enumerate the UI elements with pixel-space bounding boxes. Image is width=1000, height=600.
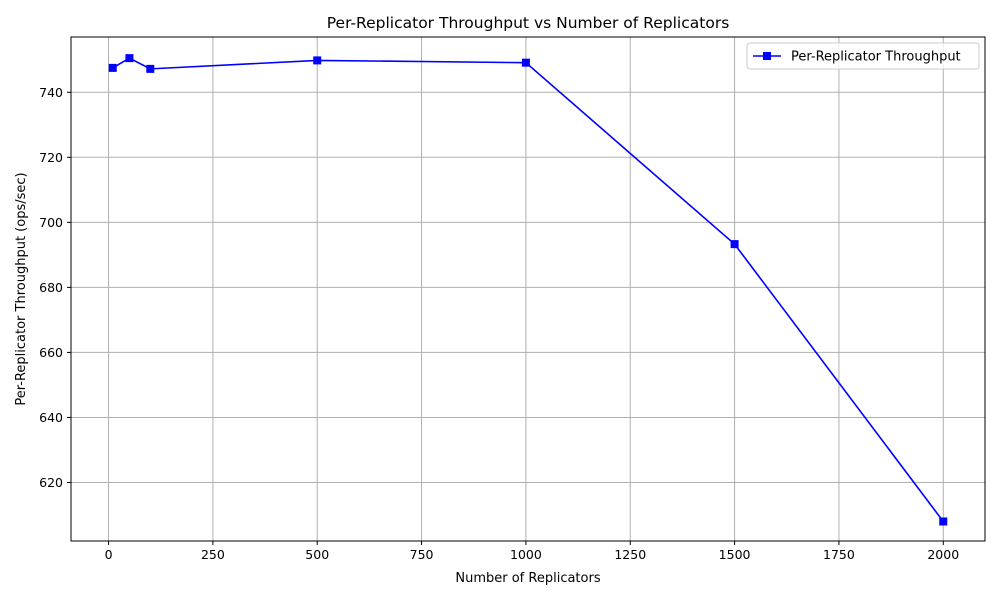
- x-tick-label: 1000: [510, 547, 542, 562]
- y-tick-label: 720: [39, 150, 63, 165]
- x-axis-label: Number of Replicators: [455, 571, 600, 586]
- x-tick-label: 250: [201, 547, 225, 562]
- plot-frame: [70, 36, 986, 542]
- legend: Per-Replicator Throughput: [746, 42, 980, 70]
- legend-marker-swatch: [763, 52, 771, 60]
- data-point: [125, 54, 134, 63]
- chart-title: Per-Replicator Throughput vs Number of R…: [327, 14, 730, 32]
- y-tick-label: 740: [39, 85, 63, 100]
- data-point: [108, 63, 117, 72]
- x-tick-label: 0: [105, 547, 113, 562]
- data-point: [521, 58, 530, 67]
- y-tick-label: 620: [39, 475, 63, 490]
- data-point: [313, 56, 322, 65]
- x-tick-label: 500: [305, 547, 329, 562]
- x-tick-label: 2000: [927, 547, 959, 562]
- y-axis-label: Per-Replicator Throughput (ops/sec): [14, 172, 29, 405]
- x-tick-label: 1750: [823, 547, 855, 562]
- legend-label: Per-Replicator Throughput: [791, 50, 961, 65]
- grid-lines: [71, 37, 985, 541]
- x-tick-label: 750: [410, 547, 434, 562]
- data-point: [730, 240, 739, 249]
- data-point: [146, 64, 155, 73]
- data-point: [939, 517, 948, 526]
- x-tick-label: 1500: [719, 547, 751, 562]
- y-tick-label: 680: [39, 280, 63, 295]
- x-axis-ticks: 0 250 500 750 1000 1250 1500 1750 2000: [105, 541, 959, 562]
- legend-box: [746, 42, 980, 70]
- series-layer: [108, 54, 948, 526]
- y-tick-label: 640: [39, 410, 63, 425]
- y-axis-ticks: 620 640 660 680 700 720 740: [39, 85, 71, 490]
- x-tick-label: 1250: [614, 547, 646, 562]
- y-tick-label: 700: [39, 215, 63, 230]
- y-tick-label: 660: [39, 345, 63, 360]
